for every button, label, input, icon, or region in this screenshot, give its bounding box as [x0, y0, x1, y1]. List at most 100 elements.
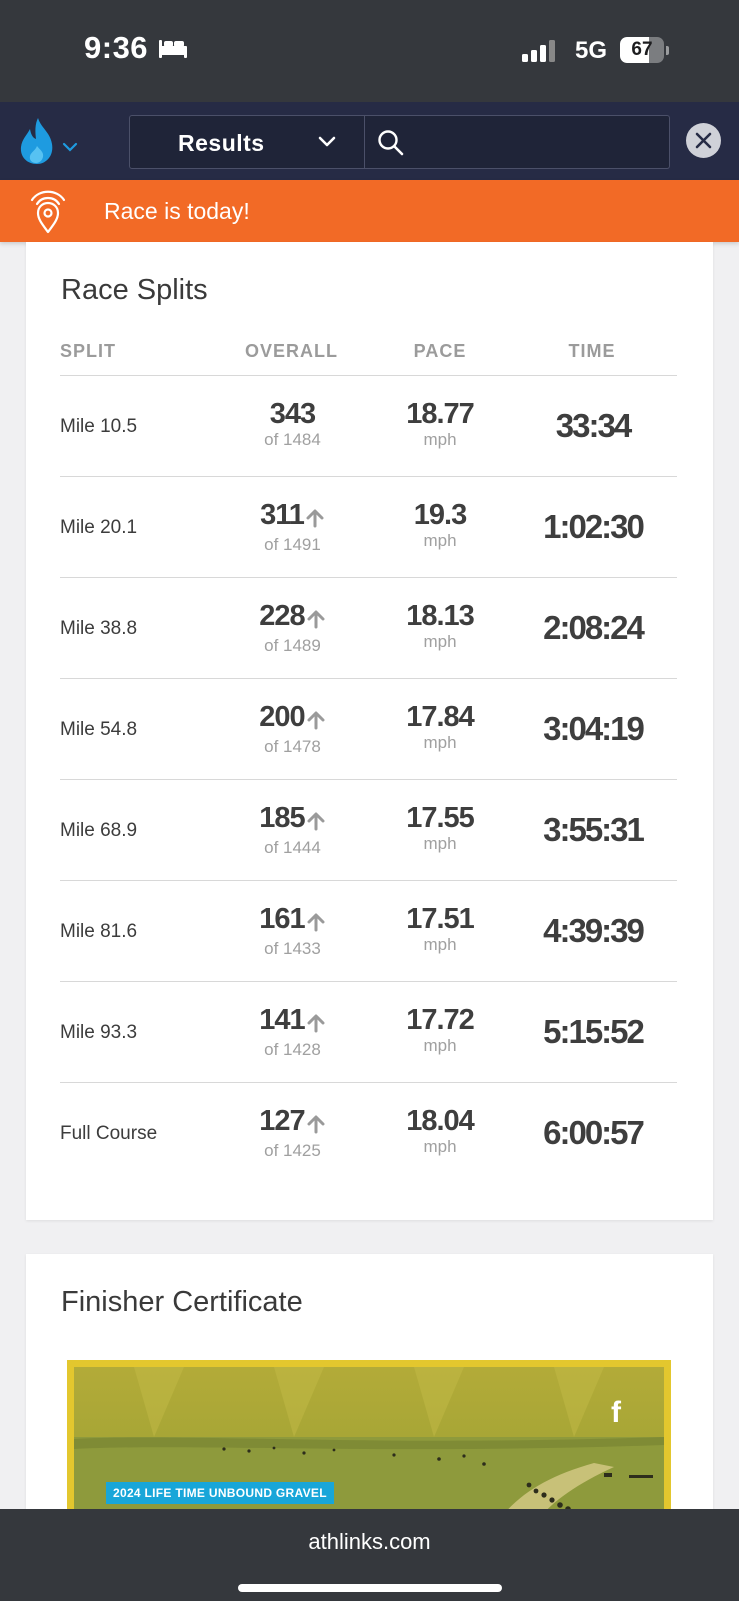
finisher-certificate-title: Finisher Certificate: [61, 1286, 303, 1318]
pace-unit: mph: [423, 1137, 457, 1156]
split-name: Mile 10.5: [60, 416, 138, 437]
overall-cell: 141 of 1428: [210, 1004, 375, 1060]
overall-total: of 1425: [264, 1141, 321, 1160]
rank-up-arrow-icon: [306, 604, 326, 636]
column-header-overall: OVERALL: [244, 341, 338, 361]
overall-total: of 1489: [264, 636, 321, 655]
overall-total: of 1491: [264, 535, 321, 554]
overall-cell: 161 of 1433: [210, 903, 375, 959]
pace-cell: 18.77 mph: [378, 398, 502, 450]
chevron-down-icon[interactable]: [62, 142, 78, 152]
pace-cell: 17.84 mph: [378, 701, 502, 753]
close-icon: [695, 132, 712, 149]
pace-value: 17.72: [406, 1004, 475, 1036]
overall-rank: 343: [269, 398, 316, 430]
split-name: Mile 81.6: [60, 921, 138, 942]
split-time: 3:55:31: [543, 811, 645, 848]
overall-rank: 127: [259, 1105, 305, 1137]
split-time: 2:08:24: [543, 609, 645, 646]
overall-rank: 311: [260, 499, 305, 531]
flame-icon[interactable]: [16, 116, 60, 166]
split-time: 4:39:39: [543, 912, 645, 949]
overall-total: of 1433: [264, 939, 321, 958]
overall-rank: 141: [259, 1004, 305, 1036]
column-header-pace: PACE: [413, 341, 467, 361]
rank-up-arrow-icon: [306, 1109, 326, 1141]
sleep-focus-icon: [159, 40, 187, 58]
overall-rank: 161: [259, 903, 305, 935]
split-name: Full Course: [60, 1123, 158, 1144]
overall-rank: 185: [259, 802, 305, 834]
split-time: 6:00:57: [543, 1114, 645, 1151]
race-splits-title: Race Splits: [61, 274, 208, 306]
column-header-time: TIME: [568, 341, 616, 361]
race-today-banner: Race is today!: [0, 180, 739, 242]
network-type-label: 5G: [575, 37, 608, 64]
results-dropdown[interactable]: Results: [129, 115, 365, 169]
table-row: Mile 10.5 343 of 1484 18.77 mph 33:34: [60, 376, 677, 477]
pace-value: 18.77: [406, 398, 475, 430]
overall-rank: 200: [259, 701, 305, 733]
status-bar: 9:36 5G 67: [0, 0, 739, 102]
overall-cell: 228 of 1489: [210, 600, 375, 656]
table-header: SPLIT OVERALL PACE TIME: [60, 337, 677, 376]
overall-total: of 1484: [264, 430, 321, 449]
split-name: Mile 54.8: [60, 719, 138, 740]
split-time: 33:34: [555, 407, 632, 444]
rank-up-arrow-icon: [306, 705, 326, 737]
results-dropdown-label: Results: [178, 130, 265, 156]
pace-value: 19.3: [413, 499, 467, 531]
pace-value: 17.84: [406, 701, 475, 733]
table-row: Mile 54.8 200 of 1478 17.84 mph 3:04:19: [60, 679, 677, 780]
rank-up-arrow-icon: [306, 806, 326, 838]
battery-icon: 67: [620, 37, 669, 63]
table-row: Mile 68.9 185 of 1444 17.55 mph 3:55:31: [60, 780, 677, 881]
overall-total: of 1428: [264, 1040, 321, 1059]
event-name-badge: 2024 LIFE TIME UNBOUND GRAVEL: [106, 1482, 334, 1504]
pace-unit: mph: [423, 935, 457, 954]
facebook-share-icon[interactable]: f: [611, 1396, 621, 1429]
splits-table: SPLIT OVERALL PACE TIME Mile 10.5 343 of…: [60, 337, 677, 1184]
search-icon: [378, 130, 404, 156]
pace-unit: mph: [423, 1036, 457, 1055]
battery-percent: 67: [631, 39, 653, 60]
overall-cell: 185 of 1444: [210, 802, 375, 858]
pace-cell: 18.13 mph: [378, 600, 502, 652]
split-rows: Mile 10.5 343 of 1484 18.77 mph 33:34 Mi…: [60, 376, 677, 1184]
overall-cell: 200 of 1478: [210, 701, 375, 757]
split-name: Mile 20.1: [60, 517, 138, 538]
rank-up-arrow-icon: [306, 1008, 326, 1040]
pace-value: 18.13: [406, 600, 475, 632]
status-time: 9:36: [84, 30, 149, 65]
table-row: Mile 81.6 161 of 1433 17.51 mph 4:39:39: [60, 881, 677, 982]
column-header-split: SPLIT: [60, 341, 117, 361]
search-input[interactable]: [411, 124, 661, 160]
overall-cell: 127 of 1425: [210, 1105, 375, 1161]
pace-unit: mph: [423, 632, 457, 651]
split-time: 3:04:19: [543, 710, 645, 747]
close-button[interactable]: [686, 123, 721, 158]
pace-cell: 17.51 mph: [378, 903, 502, 955]
search-box[interactable]: [365, 115, 670, 169]
table-row: Mile 38.8 228 of 1489 18.13 mph 2:08:24: [60, 578, 677, 679]
browser-address-bar[interactable]: athlinks.com: [0, 1509, 739, 1601]
split-time: 1:02:30: [543, 508, 645, 545]
overall-cell: 343 of 1484: [210, 398, 375, 450]
chevron-down-icon: [318, 136, 336, 147]
certificate-photo: [74, 1367, 664, 1520]
pace-unit: mph: [423, 834, 457, 853]
home-indicator[interactable]: [238, 1584, 502, 1592]
url-label[interactable]: athlinks.com: [308, 1529, 431, 1554]
pace-cell: 17.55 mph: [378, 802, 502, 854]
overall-total: of 1444: [264, 838, 321, 857]
app-header: Results: [0, 102, 739, 180]
split-time: 5:15:52: [543, 1013, 645, 1050]
pace-unit: mph: [423, 430, 457, 449]
overall-rank: 228: [259, 600, 305, 632]
split-name: Mile 93.3: [60, 1022, 138, 1043]
live-location-icon: [30, 190, 66, 234]
finisher-certificate-card: Finisher Certificate: [26, 1254, 713, 1520]
split-name: Mile 38.8: [60, 618, 138, 639]
table-row: Mile 20.1 311 of 1491 19.3 mph 1:02:30: [60, 477, 677, 578]
pace-unit: mph: [423, 531, 457, 550]
